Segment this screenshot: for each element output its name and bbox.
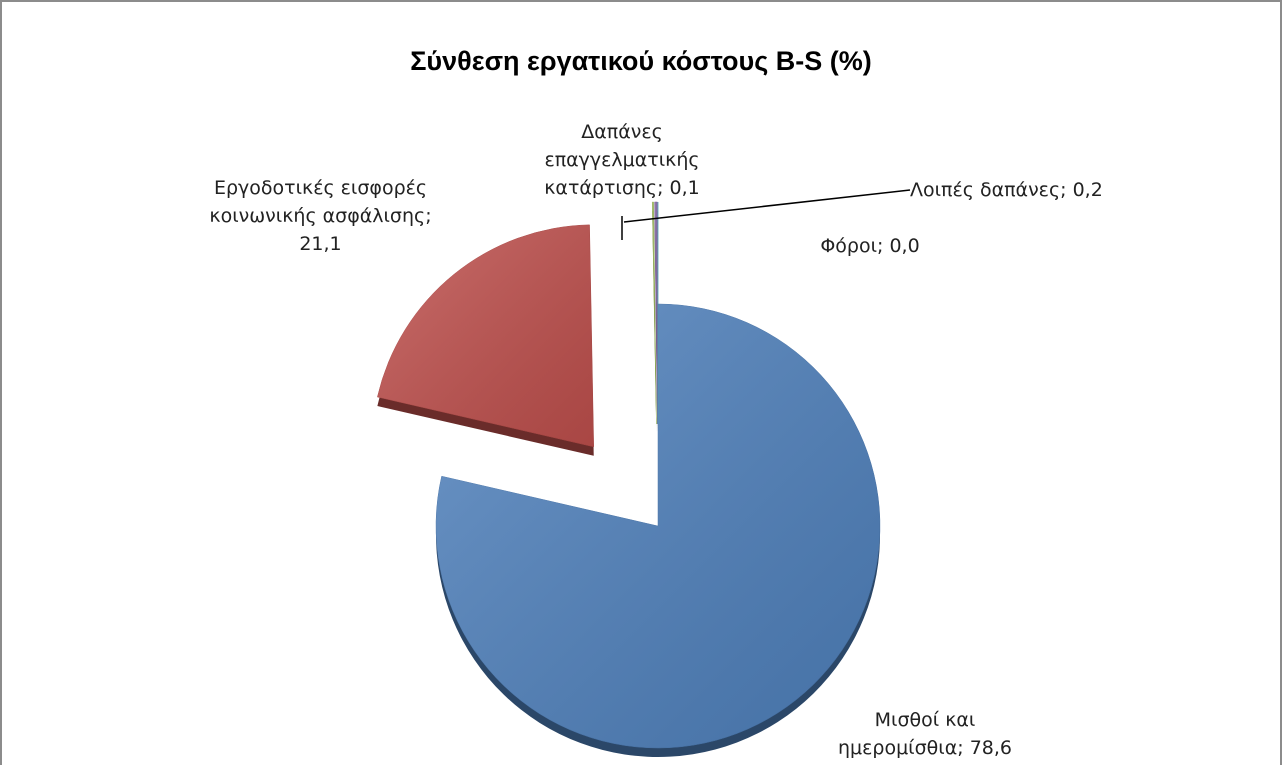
label-value: 0,0	[889, 235, 920, 257]
label-value: 0,1	[669, 177, 700, 199]
leader-line	[623, 189, 911, 223]
slice-gloss	[652, 202, 657, 425]
data-label: Λοιπές δαπάνες; 0,2	[910, 176, 1210, 204]
label-category: Εργοδοτικές εισφορές κοινωνικής ασφάλιση…	[209, 177, 428, 227]
label-separator: ;	[425, 205, 432, 227]
label-category: Δαπάνες επαγγελματικής κατάρτισης	[544, 121, 700, 199]
label-separator: ;	[1060, 179, 1073, 201]
data-label: Εργοδοτικές εισφορές κοινωνικής ασφάλιση…	[198, 174, 443, 258]
label-separator: ;	[657, 177, 670, 199]
slice-gloss	[377, 224, 594, 447]
label-category: Μισθοί και ημερομίσθια	[838, 709, 976, 759]
label-value: 78,6	[969, 737, 1012, 759]
label-value: 21,1	[299, 233, 342, 255]
label-category: Φόροι	[820, 235, 878, 257]
label-separator: ;	[877, 235, 890, 257]
label-separator: ;	[957, 737, 970, 759]
chart-title: Σύνθεση εργατικού κόστους B-S (%)	[410, 46, 872, 76]
data-label: Μισθοί και ημερομίσθια; 78,6	[830, 706, 1020, 762]
label-value: 0,2	[1072, 179, 1103, 201]
slice-gloss	[654, 202, 658, 425]
data-label: Δαπάνες επαγγελματικής κατάρτισης; 0,1	[522, 118, 722, 202]
data-label: Φόροι; 0,0	[800, 232, 940, 260]
label-category: Λοιπές δαπάνες	[910, 179, 1061, 201]
slice-gloss	[436, 304, 881, 749]
